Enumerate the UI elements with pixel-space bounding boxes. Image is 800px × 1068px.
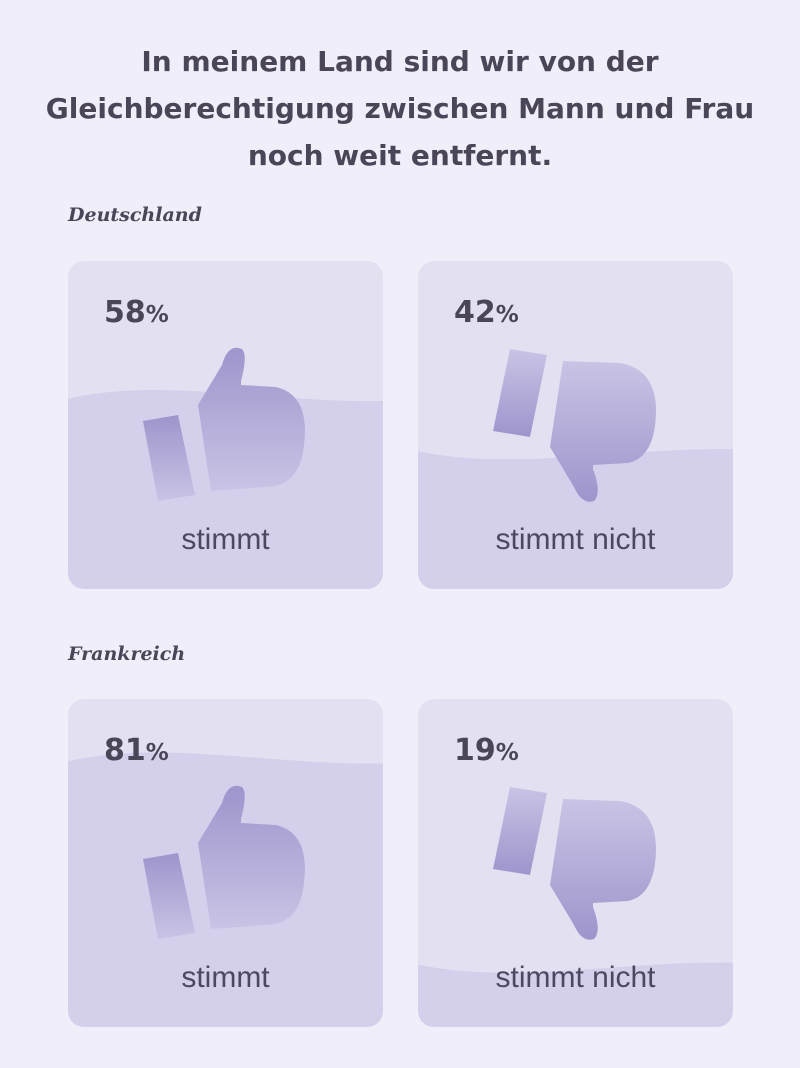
thumbs-down-icon <box>493 349 656 502</box>
percentage-value: 81% <box>104 733 169 768</box>
country-heading-frankreich: Frankreich <box>68 643 186 665</box>
percentage-value: 42% <box>454 295 519 330</box>
thumbs-up-icon <box>143 347 305 501</box>
card-frankreich-stimmt-nicht: 19% stimmt nicht <box>418 699 733 1027</box>
page-title: In meinem Land sind wir von der Gleichbe… <box>40 38 760 179</box>
thumbs-down-icon <box>493 787 656 940</box>
card-frankreich-stimmt: 81% stimmt <box>68 699 383 1027</box>
title-line-2: Gleichberechtigung zwischen Mann und Fra… <box>45 92 755 125</box>
country-heading-deutschland: Deutschland <box>68 204 202 226</box>
card-label: stimmt <box>181 961 270 994</box>
thumbs-up-icon <box>143 785 305 939</box>
card-label: stimmt nicht <box>495 961 656 994</box>
percentage-value: 19% <box>454 733 519 768</box>
card-label: stimmt nicht <box>495 523 656 556</box>
card-label: stimmt <box>181 523 270 556</box>
title-line-3: noch weit entfernt. <box>247 139 553 172</box>
title-line-1: In meinem Land sind wir von der <box>141 45 659 78</box>
card-deutschland-stimmt-nicht: 42% stimmt nicht <box>418 261 733 589</box>
fill-level-wave <box>418 962 733 1027</box>
fill-level-wave <box>418 449 733 589</box>
card-deutschland-stimmt: 58% stimmt <box>68 261 383 589</box>
percentage-value: 58% <box>104 295 169 330</box>
